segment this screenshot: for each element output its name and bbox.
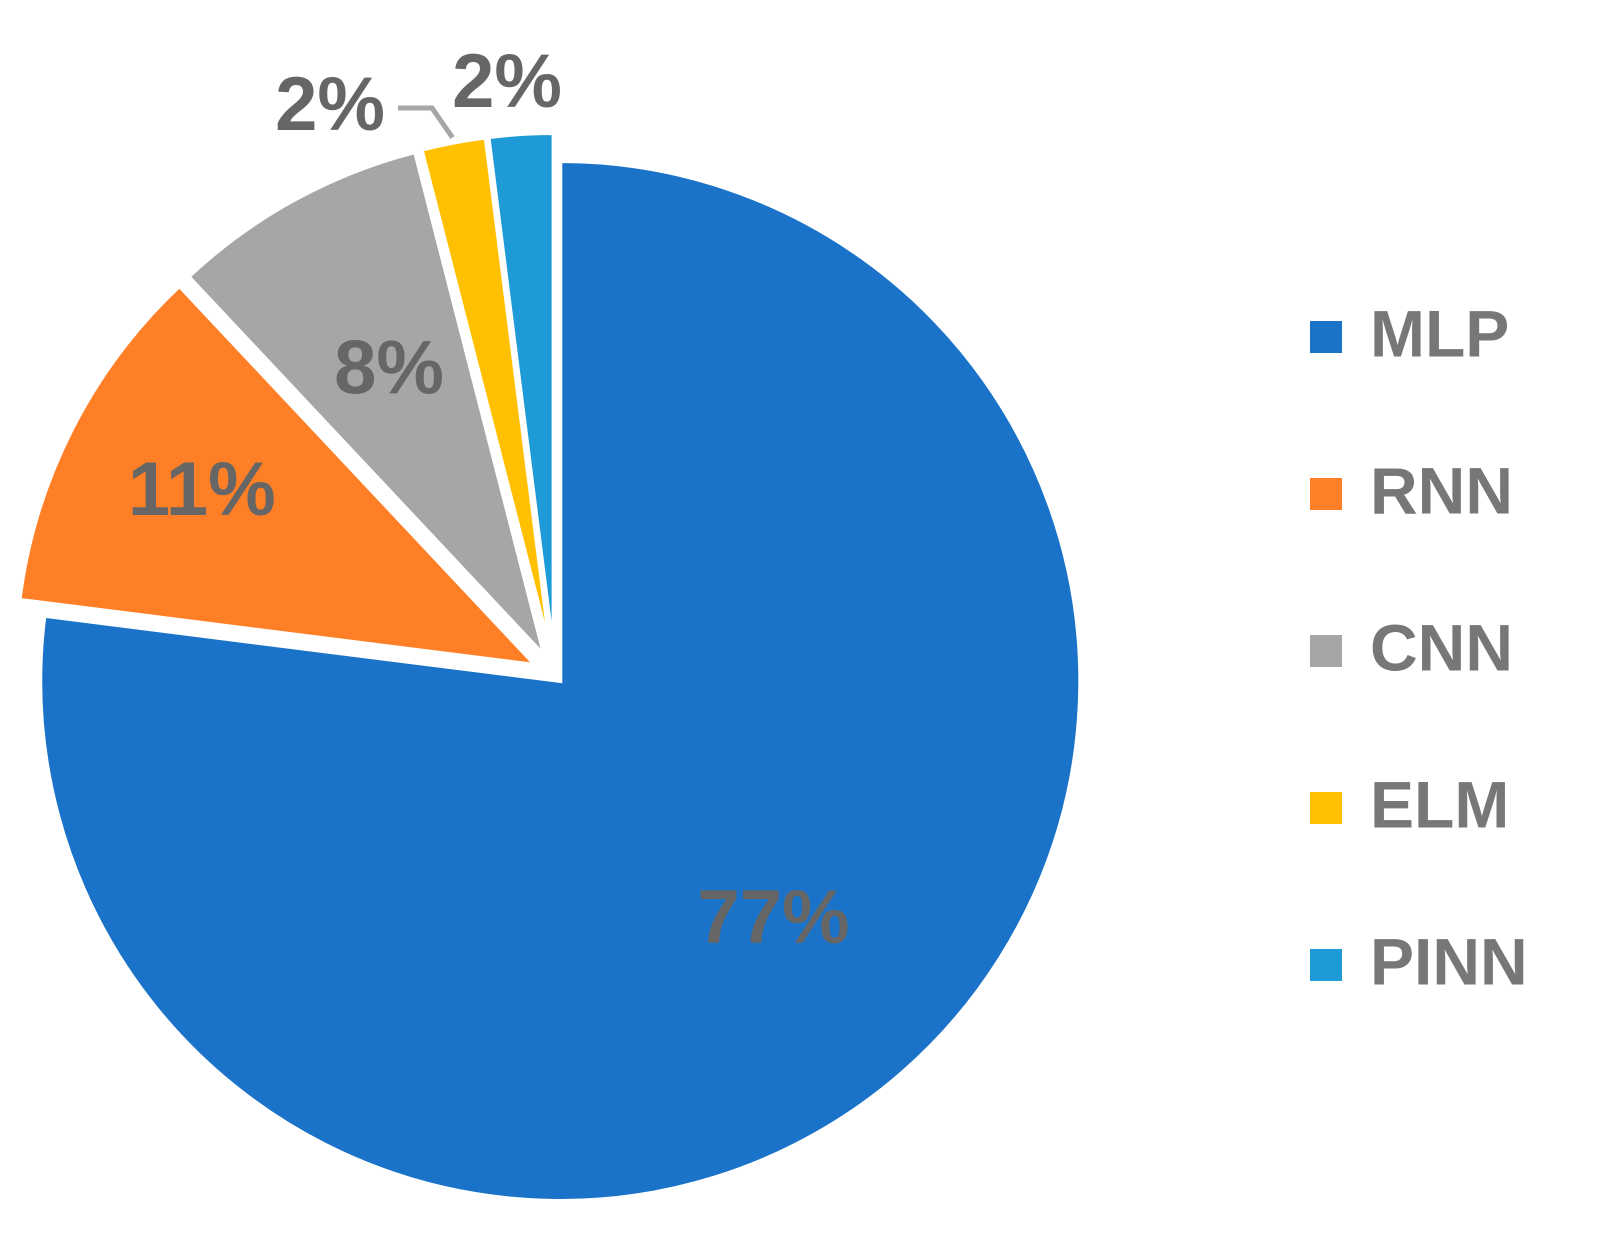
legend-label-mlp: MLP (1370, 296, 1509, 370)
pie-slice-elm (419, 135, 553, 654)
legend-swatch-mlp (1310, 321, 1342, 353)
data-label-elm: 2% (275, 62, 385, 147)
data-label-pinn: 2% (452, 39, 562, 124)
data-label-cnn: 8% (334, 325, 444, 410)
pie-slice-cnn (185, 149, 547, 658)
legend-swatch-rnn (1310, 478, 1342, 510)
legend-swatch-cnn (1310, 635, 1342, 667)
data-labels: 77% 11% 8% 2% 2% (128, 39, 850, 960)
data-label-mlp: 77% (697, 875, 849, 960)
pie-slices (17, 131, 1083, 1203)
data-label-rnn: 11% (128, 447, 276, 532)
legend-label-rnn: RNN (1370, 453, 1513, 527)
legend: MLP RNN CNN ELM PINN (1310, 296, 1528, 998)
legend-label-elm: ELM (1370, 767, 1509, 841)
leader-lines (398, 105, 455, 139)
legend-label-pinn: PINN (1370, 924, 1528, 998)
legend-label-cnn: CNN (1370, 610, 1513, 684)
pie-slice-mlp (38, 158, 1083, 1203)
pie-slice-rnn (17, 283, 541, 668)
pie-slice-pinn (486, 131, 556, 654)
legend-swatch-elm (1310, 792, 1342, 824)
leader-line-elm (398, 105, 455, 139)
legend-swatch-pinn (1310, 949, 1342, 981)
